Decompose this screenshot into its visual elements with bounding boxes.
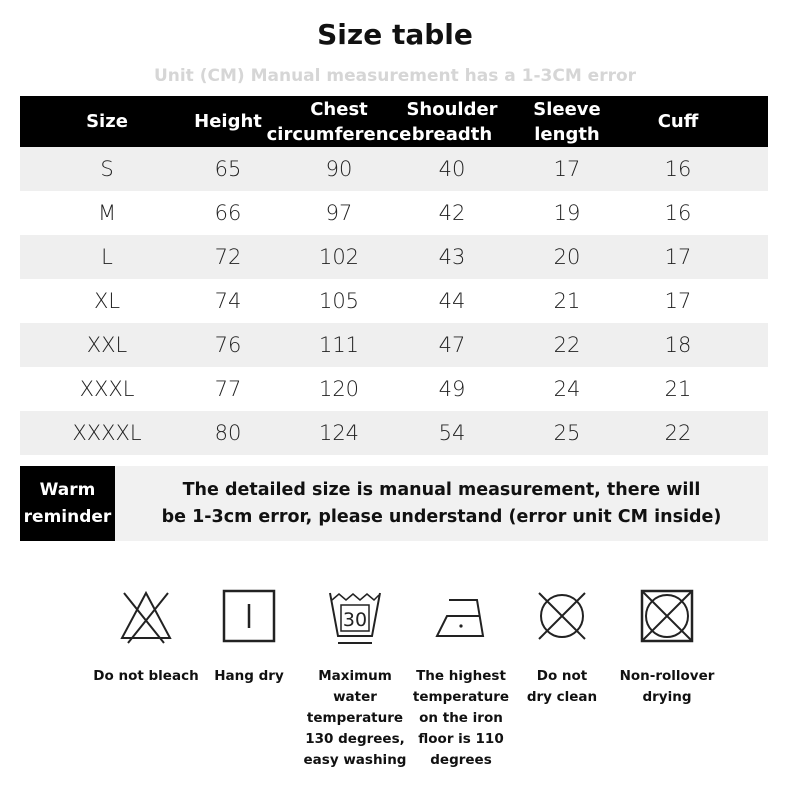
- table-cell: 105: [318, 289, 360, 313]
- do-not-bleach-icon: [120, 590, 172, 644]
- care-label: Do not bleach: [93, 668, 199, 684]
- table-row: L 72 102 43 20 17: [20, 235, 768, 279]
- table-cell: 17: [664, 245, 692, 269]
- table-header: Size Height Chest circumference Shoulder brea…: [20, 96, 768, 147]
- table-cell: 42: [438, 201, 466, 225]
- care-label: Do not dry clean: [526, 668, 598, 705]
- table-cell: 40: [438, 157, 466, 181]
- column-header: Size: [86, 111, 128, 132]
- care-instruction: Hang dry: [184, 588, 314, 687]
- table-cell: 43: [438, 245, 466, 269]
- table-cell: 54: [438, 421, 466, 445]
- column-header: Shoulder breadth: [406, 98, 498, 145]
- table-cell: 47: [438, 333, 466, 357]
- table-cell: 111: [318, 333, 360, 357]
- care-label: Maximum water temperature 130 degrees, easy …: [303, 668, 407, 768]
- table-cell: 16: [664, 201, 692, 225]
- do-not-dry-clean-icon: [538, 592, 586, 640]
- do-not-tumble-dry-icon: [640, 589, 694, 643]
- iron-low-icon: [435, 599, 485, 637]
- table-cell: 16: [664, 157, 692, 181]
- table-row: XXXXL 80 124 54 25 22: [20, 411, 768, 455]
- table-cell: 120: [318, 377, 360, 401]
- care-instruction: Do not bleach: [81, 588, 211, 687]
- table-cell: 18: [664, 333, 692, 357]
- column-header: Chest circumference: [266, 98, 412, 145]
- care-instruction: Non-rollover drying: [602, 588, 732, 708]
- hang-dry-icon: [222, 589, 276, 643]
- table-cell: 65: [214, 157, 242, 181]
- care-instruction: 30 Maximum water temperature 130 degrees, eas…: [290, 588, 420, 771]
- table-row: S 65 90 40 17 16: [20, 147, 768, 191]
- column-header: Height: [194, 111, 262, 132]
- column-header: Sleeve length: [533, 98, 601, 145]
- size-table: Size Height Chest circumference Shoulder brea…: [20, 96, 768, 455]
- svg-text:30: 30: [343, 609, 367, 631]
- table-cell: 76: [214, 333, 242, 357]
- table-cell: 77: [214, 377, 242, 401]
- table-row: XL 74 105 44 21 17: [20, 279, 768, 323]
- table-cell: 20: [553, 245, 581, 269]
- table-cell: 22: [664, 421, 692, 445]
- table-cell: XXXL: [79, 377, 135, 401]
- column-header: Cuff: [657, 111, 699, 132]
- table-cell: 24: [553, 377, 581, 401]
- care-label: Hang dry: [214, 668, 284, 684]
- table-cell: 102: [318, 245, 360, 269]
- table-row: XXL 76 111 47 22 18: [20, 323, 768, 367]
- table-cell: 44: [438, 289, 466, 313]
- warm-reminder-text: The detailed size is manual measurement,…: [161, 479, 722, 527]
- warm-reminder: Warm reminder The detailed size is manual…: [20, 466, 768, 541]
- unit-note: Unit (CM) Manual measurement has a 1-3CM…: [153, 66, 637, 86]
- table-cell: 17: [553, 157, 581, 181]
- care-label: The highest temperature on the iron floor i…: [412, 668, 510, 768]
- table-cell: 90: [325, 157, 353, 181]
- care-label: Non-rollover drying: [619, 668, 715, 705]
- table-cell: 124: [318, 421, 360, 445]
- table-cell: S: [100, 157, 114, 181]
- table-cell: XXXXL: [72, 421, 142, 445]
- warm-reminder-label: Warm reminder: [20, 466, 115, 541]
- table-cell: 66: [214, 201, 242, 225]
- care-instruction: The highest temperature on the iron floor i…: [396, 588, 526, 771]
- table-row: XXXL 77 120 49 24 21: [20, 367, 768, 411]
- table-cell: 97: [325, 201, 353, 225]
- page-title: Size table: [317, 18, 473, 51]
- care-instruction: Do not dry clean: [497, 588, 627, 708]
- table-cell: XXL: [86, 333, 128, 357]
- table-cell: L: [101, 245, 113, 269]
- table-cell: 22: [553, 333, 581, 357]
- table-cell: 72: [214, 245, 242, 269]
- table-cell: 17: [664, 289, 692, 313]
- table-cell: 21: [553, 289, 581, 313]
- table-cell: 80: [214, 421, 242, 445]
- table-cell: 74: [214, 289, 242, 313]
- table-row: M 66 97 42 19 16: [20, 191, 768, 235]
- wash-30-icon: 30: [329, 592, 381, 644]
- table-cell: XL: [93, 289, 121, 313]
- table-cell: 25: [553, 421, 581, 445]
- table-cell: 21: [664, 377, 692, 401]
- table-cell: 49: [438, 377, 466, 401]
- table-cell: M: [97, 201, 117, 225]
- table-cell: 19: [553, 201, 581, 225]
